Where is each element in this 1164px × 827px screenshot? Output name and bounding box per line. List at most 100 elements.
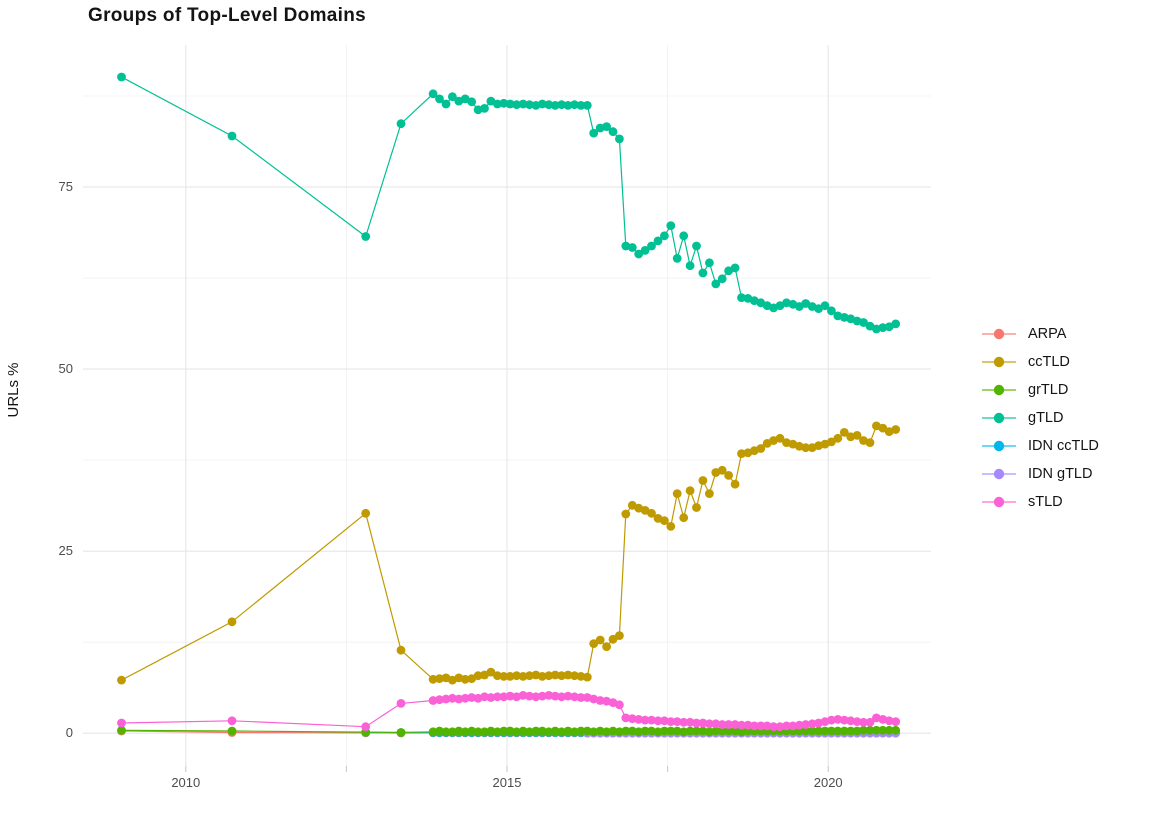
data-point-grtld [493, 727, 502, 737]
y-tick-label: 50 [58, 361, 73, 377]
data-point-stld [525, 691, 534, 701]
data-point-gtld [711, 279, 721, 289]
data-point-cctld [685, 486, 695, 496]
series-points-stld [117, 691, 901, 732]
data-point-gtld [859, 318, 868, 327]
data-point-gtld [820, 301, 830, 311]
data-point-stld [595, 696, 605, 705]
data-point-grtld [672, 726, 682, 736]
data-point-stld [550, 691, 560, 701]
data-point-grtld [473, 727, 483, 737]
data-point-gtld [692, 241, 701, 251]
data-point-cctld [505, 672, 515, 681]
data-point-grtld [602, 727, 611, 737]
data-point-gtld [827, 306, 836, 316]
data-point-cctld [833, 433, 843, 443]
data-point-stld [859, 717, 868, 727]
data-point-grtld [480, 727, 489, 737]
data-point-stld [557, 692, 566, 702]
data-point-gtld [428, 89, 438, 99]
data-point-grtld [717, 726, 727, 736]
legend-key-icon [982, 468, 1016, 480]
data-point-cctld [460, 674, 470, 684]
data-point-gtld [672, 254, 682, 263]
data-point-gtld [441, 99, 451, 109]
data-point-grtld [544, 727, 554, 737]
data-point-cctld [692, 503, 701, 512]
data-point-grtld [891, 725, 901, 735]
data-point-gtld [576, 101, 586, 110]
data-point-cctld [544, 671, 554, 681]
data-point-gtld [525, 100, 534, 110]
data-point-gtld [602, 122, 611, 131]
data-point-stld [563, 691, 573, 701]
data-point-stld [361, 722, 371, 732]
data-point-grtld [460, 727, 470, 737]
data-point-gtld [505, 99, 515, 109]
data-point-cctld [512, 671, 521, 681]
data-point-stld [647, 715, 656, 725]
data-point-gtld [666, 221, 676, 231]
legend-item-label: gTLD [1028, 410, 1064, 426]
data-point-stld [660, 716, 669, 726]
data-point-grtld [660, 726, 669, 736]
data-point-grtld [557, 727, 566, 737]
data-point-cctld [550, 670, 560, 680]
data-point-grtld [435, 726, 444, 736]
data-point-cctld [361, 508, 371, 518]
data-point-grtld [448, 727, 457, 737]
data-point-stld [801, 720, 811, 729]
data-point-grtld [499, 726, 509, 736]
data-point-gtld [480, 104, 489, 113]
data-point-grtld [820, 726, 830, 736]
data-point-gtld [361, 232, 371, 241]
data-point-stld [576, 693, 586, 702]
data-point-gtld [117, 72, 126, 82]
data-point-stld [756, 721, 766, 731]
data-point-cctld [396, 645, 406, 655]
data-point-stld [782, 721, 791, 731]
legend-item-label: sTLD [1028, 494, 1063, 510]
data-point-cctld [486, 667, 496, 677]
data-point-grtld [846, 726, 856, 736]
data-point-cctld [615, 631, 624, 640]
data-point-stld [775, 722, 785, 732]
data-point-grtld [595, 726, 605, 736]
data-point-gtld [653, 236, 663, 246]
data-point-gtld [512, 100, 521, 110]
data-point-gtld [679, 231, 689, 241]
data-point-cctld [227, 617, 237, 627]
data-point-gtld [227, 131, 237, 141]
data-point-gtld [627, 243, 637, 252]
data-point-stld [454, 694, 464, 704]
data-point-stld [717, 720, 727, 729]
data-point-stld [884, 716, 894, 726]
data-point-cctld [666, 522, 676, 531]
data-point-grtld [608, 726, 618, 736]
legend-item-gtld: gTLD [981, 404, 1099, 432]
data-point-gtld [737, 293, 746, 303]
data-point-grtld [615, 727, 624, 737]
data-point-gtld [608, 127, 618, 137]
data-point-cctld [589, 639, 599, 648]
data-point-gtld [537, 99, 547, 109]
legend-key-icon [982, 328, 1016, 340]
data-point-cctld [435, 674, 444, 683]
data-point-grtld [518, 726, 528, 736]
data-point-cctld [839, 428, 849, 437]
legend-key-icon [982, 384, 1016, 396]
data-point-cctld [647, 508, 656, 518]
legend-key-icon [982, 412, 1016, 424]
data-point-cctld [878, 423, 888, 433]
data-point-gtld [634, 249, 644, 259]
data-point-grtld [537, 726, 547, 736]
data-point-stld [846, 716, 856, 726]
data-point-gtld [730, 263, 740, 273]
data-point-grtld [711, 726, 721, 736]
data-point-stld [891, 717, 901, 726]
data-point-gtld [660, 231, 669, 241]
data-point-stld [711, 719, 721, 729]
data-point-gtld [698, 268, 708, 278]
data-point-stld [794, 720, 804, 730]
